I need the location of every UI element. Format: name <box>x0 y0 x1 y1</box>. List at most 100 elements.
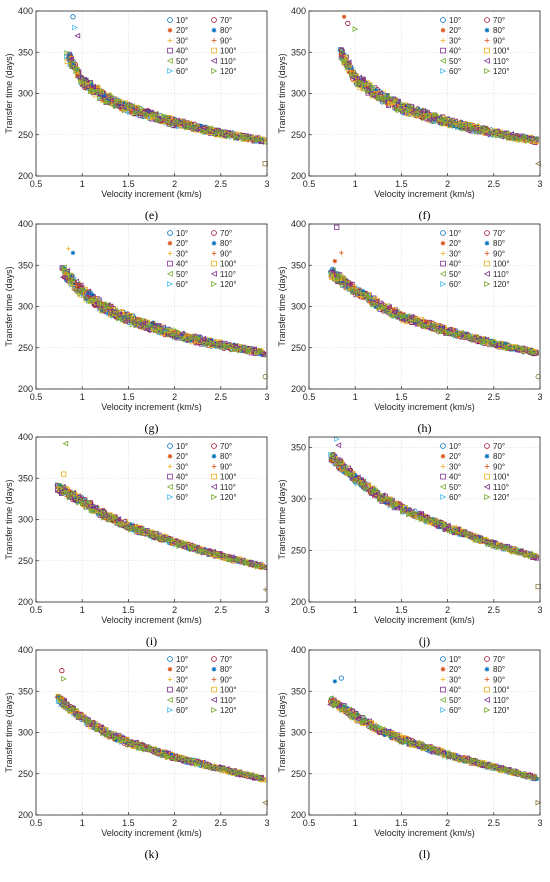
data-point <box>78 78 84 85</box>
data-point <box>367 90 372 95</box>
data-point <box>373 298 380 304</box>
y-tick-label: 250 <box>291 130 306 140</box>
data-cloud <box>327 224 541 380</box>
data-point <box>510 345 517 352</box>
legend-marker <box>211 17 217 23</box>
data-point <box>448 117 455 124</box>
data-point <box>165 118 172 124</box>
legend-label: 120° <box>220 67 237 76</box>
data-point <box>68 53 73 59</box>
data-point <box>500 130 507 137</box>
data-point <box>376 305 382 312</box>
data-point <box>260 136 267 143</box>
data-point <box>460 122 466 129</box>
data-point <box>64 268 71 274</box>
legend-marker <box>167 38 173 43</box>
data-point <box>124 101 130 108</box>
y-axis-label: Transfer time (days) <box>277 266 287 346</box>
data-point <box>370 301 376 308</box>
data-point <box>495 133 501 139</box>
data-point <box>443 117 450 124</box>
legend-label: 40° <box>176 473 188 482</box>
data-point <box>459 120 464 125</box>
legend-marker <box>167 17 173 23</box>
legend-marker <box>167 47 173 54</box>
legend-label: 60° <box>449 280 461 289</box>
data-point <box>91 88 98 94</box>
data-point <box>178 330 185 336</box>
data-point <box>368 297 373 302</box>
data-point <box>173 118 180 125</box>
data-point <box>245 347 252 353</box>
data-point <box>206 338 213 345</box>
data-point <box>100 308 105 313</box>
y-tick-label: 400 <box>291 219 306 229</box>
x-tick-label: 1.5 <box>395 392 408 402</box>
data-point <box>103 98 110 104</box>
data-point <box>356 79 362 86</box>
data-point <box>113 96 118 101</box>
data-point <box>88 82 94 87</box>
data-point <box>90 83 97 90</box>
data-point <box>244 135 250 142</box>
legend-marker <box>167 260 173 267</box>
data-point <box>148 109 154 116</box>
data-point <box>221 132 227 139</box>
data-point <box>205 127 210 132</box>
data-point <box>91 302 98 308</box>
data-point <box>134 109 140 116</box>
legend-marker <box>167 230 173 236</box>
y-tick-label: 300 <box>18 89 33 99</box>
data-point <box>113 310 119 316</box>
legend-label: 10° <box>449 16 461 25</box>
data-point <box>85 288 92 294</box>
legend-label: 120° <box>220 493 237 502</box>
legend-marker <box>484 27 490 33</box>
data-point <box>248 347 255 353</box>
data-point <box>450 328 457 335</box>
data-point <box>380 90 386 96</box>
data-point <box>364 80 369 85</box>
data-point <box>483 126 489 132</box>
data-point <box>156 325 163 331</box>
legend-label: 40° <box>176 47 188 56</box>
data-point <box>391 309 397 316</box>
legend-label: 70° <box>493 229 505 238</box>
data-point <box>137 111 144 117</box>
data-point <box>446 327 451 332</box>
legend-label: 20° <box>176 239 188 248</box>
legend-label: 40° <box>176 260 188 269</box>
data-point <box>440 327 446 333</box>
legend-marker <box>439 57 446 64</box>
data-point <box>434 327 441 333</box>
x-tick-label: 2.5 <box>215 392 228 402</box>
data-point <box>73 278 80 285</box>
data-point <box>455 329 460 335</box>
data-point <box>345 61 352 68</box>
data-point <box>386 303 392 310</box>
data-point <box>152 111 159 118</box>
data-point <box>462 331 468 336</box>
data-point <box>355 290 361 296</box>
data-point <box>102 92 107 97</box>
data-cloud <box>59 246 268 380</box>
data-point <box>175 329 182 335</box>
data-point <box>118 315 125 321</box>
x-axis-label: Velocity increment (km/s) <box>101 402 202 412</box>
legend-label: 30° <box>176 462 188 471</box>
data-point <box>491 343 497 349</box>
data-point <box>346 281 353 288</box>
data-point <box>461 126 468 132</box>
data-point <box>70 279 77 285</box>
x-tick-label: 1.5 <box>122 392 135 402</box>
data-point <box>120 104 127 111</box>
y-tick-label: 400 <box>18 432 33 442</box>
data-point <box>71 282 77 287</box>
x-axis-label: Velocity increment (km/s) <box>101 189 202 199</box>
x-tick-label: 1.5 <box>395 179 408 189</box>
data-point <box>82 77 88 84</box>
data-point <box>258 351 265 357</box>
data-point <box>188 121 194 128</box>
data-point <box>120 317 126 323</box>
